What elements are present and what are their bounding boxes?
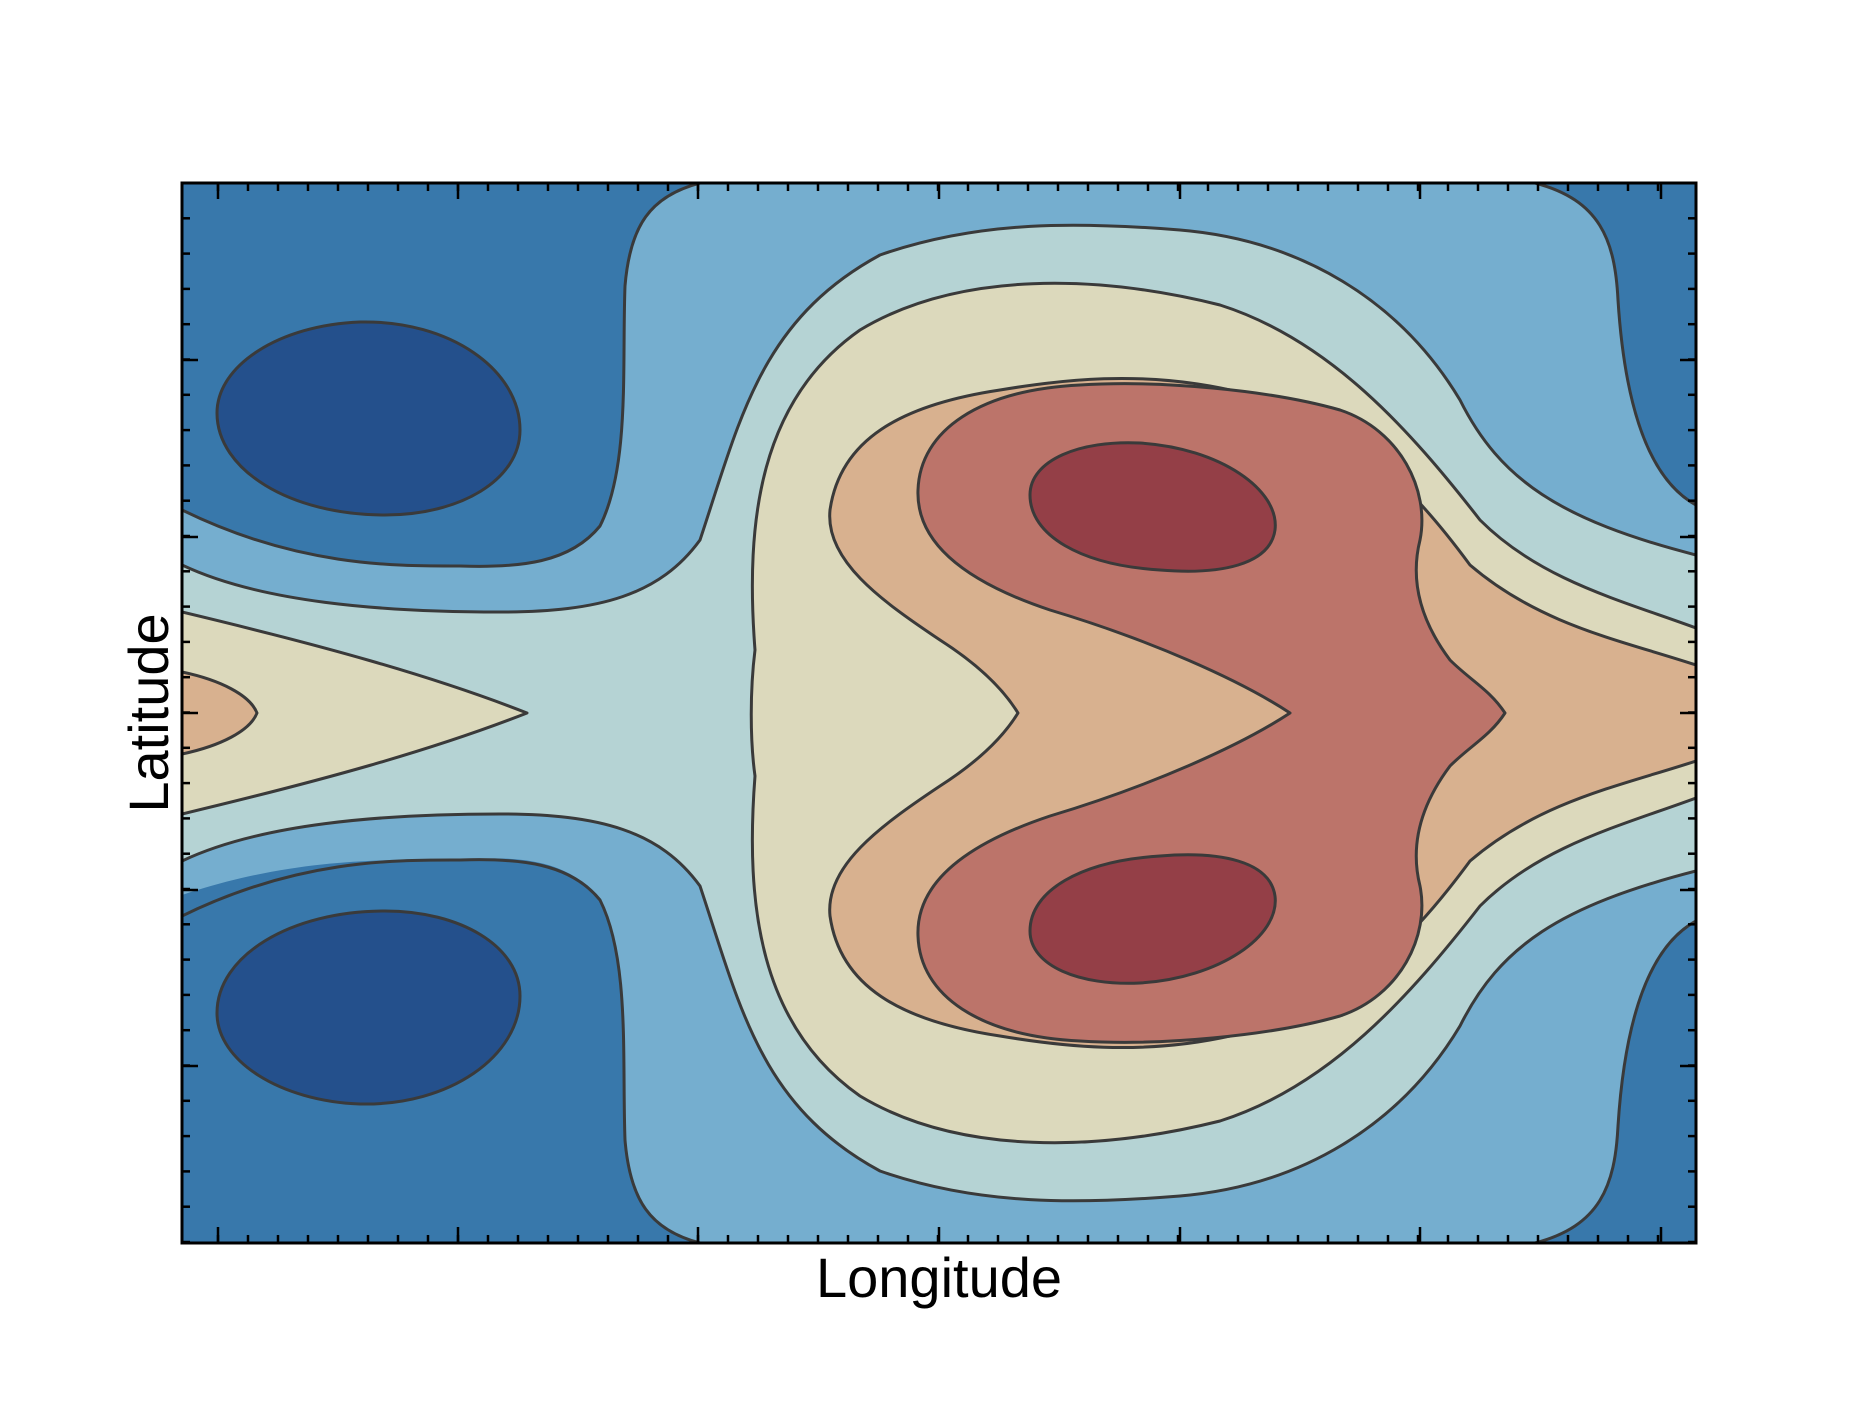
minimum-upper [215, 320, 522, 517]
y-axis-title: Latitude [117, 613, 180, 812]
tan-band-left [182, 670, 259, 756]
x-axis-title: Longitude [816, 1246, 1062, 1309]
tick-layer [182, 181, 1696, 1245]
maximum-lower [1028, 853, 1277, 985]
right-dark-blue-region [1533, 919, 1696, 1243]
beige-band-left [182, 610, 529, 816]
plot-area [180, 181, 1698, 1245]
minimum-lower [215, 909, 522, 1106]
contour-line [182, 183, 701, 568]
contour-line [182, 858, 701, 1243]
right-dark-blue-region [1533, 183, 1696, 507]
contour-layer [182, 183, 1696, 1243]
rose-band [916, 382, 1507, 1044]
maximum-upper [1028, 441, 1277, 573]
